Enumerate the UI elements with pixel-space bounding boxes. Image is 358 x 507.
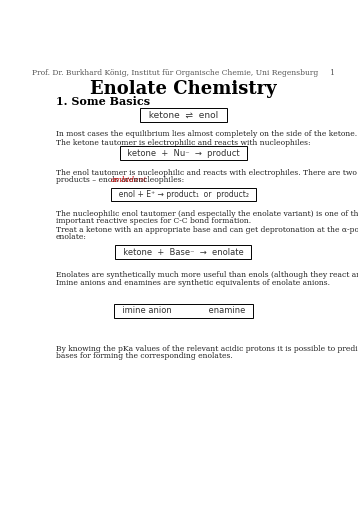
Text: In most cases the equilibrium lies almost completely on the side of the ketone.: In most cases the equilibrium lies almos… bbox=[56, 130, 357, 138]
Text: The enol tautomer is nucleophilic and reacts with electrophiles. There are two p: The enol tautomer is nucleophilic and re… bbox=[56, 169, 358, 177]
Text: bases for forming the corresponding enolates.: bases for forming the corresponding enol… bbox=[56, 352, 233, 360]
Text: Enolate Chemistry: Enolate Chemistry bbox=[90, 80, 277, 97]
Text: 1. Some Basics: 1. Some Basics bbox=[56, 96, 150, 107]
Text: imine anion              enamine: imine anion enamine bbox=[117, 306, 250, 315]
Text: Prof. Dr. Burkhard König, Institut für Organische Chemie, Uni Regensburg     1: Prof. Dr. Burkhard König, Institut für O… bbox=[32, 69, 335, 78]
Text: nucleophiles:: nucleophiles: bbox=[131, 176, 184, 185]
Text: The nucleophilic enol tautomer (and especially the enolate variant) is one of th: The nucleophilic enol tautomer (and espe… bbox=[56, 210, 358, 218]
Text: ketone  +  Base⁻  →  enolate: ketone + Base⁻ → enolate bbox=[118, 247, 249, 257]
Text: enol + E⁺ → product₁  or  product₂: enol + E⁺ → product₁ or product₂ bbox=[113, 190, 253, 199]
Text: By knowing the pKa values of the relevant acidic protons it is possible to predi: By knowing the pKa values of the relevan… bbox=[56, 345, 358, 353]
Text: The ketone tautomer is electrophilic and reacts with nucleophiles:: The ketone tautomer is electrophilic and… bbox=[56, 139, 310, 147]
Text: ambident: ambident bbox=[111, 176, 147, 185]
Text: products – enols are: products – enols are bbox=[56, 176, 136, 185]
Text: enolate:: enolate: bbox=[56, 233, 87, 241]
Text: ketone  ⇌  enol: ketone ⇌ enol bbox=[143, 110, 224, 119]
Text: Imine anions and enamines are synthetic equivalents of enolate anions.: Imine anions and enamines are synthetic … bbox=[56, 279, 330, 287]
Text: Enolates are synthetically much more useful than enols (although they react anal: Enolates are synthetically much more use… bbox=[56, 271, 358, 279]
Text: Treat a ketone with an appropriate base and can get deprotonation at the α-posit: Treat a ketone with an appropriate base … bbox=[56, 226, 358, 234]
Text: ketone  +  Nu⁻  →  product: ketone + Nu⁻ → product bbox=[122, 149, 245, 158]
Text: important reactive species for C-C bond formation.: important reactive species for C-C bond … bbox=[56, 217, 251, 225]
